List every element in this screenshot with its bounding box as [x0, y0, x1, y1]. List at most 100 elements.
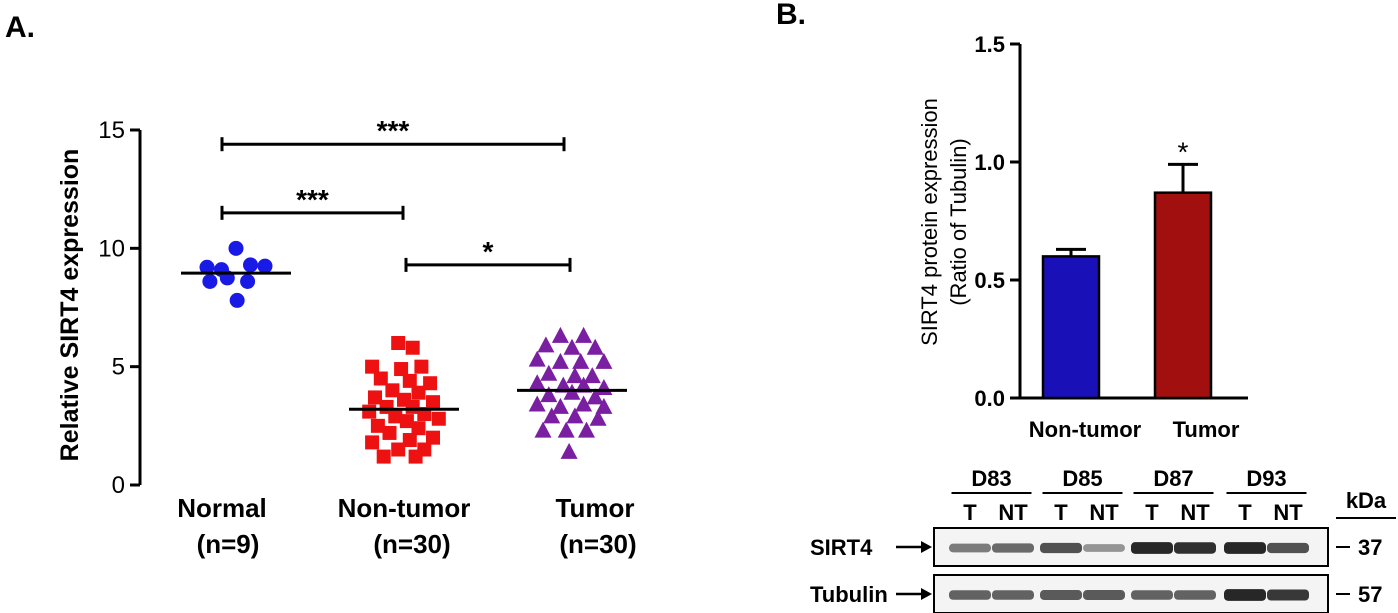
- x-category-label: Tumor: [1173, 417, 1240, 442]
- panel-b-bars: Non-tumor * Tumor: [1029, 136, 1240, 442]
- protein-band: [1040, 590, 1082, 600]
- data-point: [572, 352, 590, 369]
- bar: [1041, 255, 1101, 400]
- data-point: [528, 374, 546, 391]
- panel-a-mean-lines: [181, 271, 627, 411]
- protein-band: [1224, 589, 1266, 601]
- data-point: [257, 258, 273, 274]
- panel-b-label: B.: [776, 0, 806, 31]
- data-point: [589, 409, 607, 426]
- comparison-bracket: ***: [220, 115, 566, 152]
- sample-label: D87: [1153, 466, 1193, 491]
- panel-b: B. SIRT4 protein expression (Ratio of Tu…: [776, 0, 1248, 442]
- data-point: [575, 395, 593, 412]
- blot-row: Tubulin 57: [810, 574, 1382, 613]
- data-point: [426, 430, 440, 445]
- protein-band: [949, 543, 991, 553]
- blot-row-label: Tubulin: [810, 582, 888, 607]
- y-tick-label: 0.5: [974, 268, 1005, 293]
- kda-label: kDa: [1346, 488, 1387, 513]
- data-point: [431, 411, 446, 426]
- protein-band: [949, 590, 991, 600]
- blot-row: SIRT4 37: [810, 527, 1382, 567]
- data-point: [595, 397, 613, 414]
- x-category-label: Non-tumor: [338, 493, 471, 523]
- data-point: [551, 352, 569, 369]
- data-point: [376, 449, 391, 464]
- data-point: [365, 359, 380, 374]
- data-point: [411, 421, 426, 436]
- data-point: [388, 409, 403, 424]
- lane-label: NT: [1180, 500, 1210, 525]
- y-tick-label: 1.0: [974, 150, 1005, 175]
- data-point: [551, 397, 569, 414]
- panel-a-x-labels: Normal (n=9) Non-tumor (n=30) Tumor (n=30): [177, 493, 636, 559]
- data-point: [423, 376, 438, 391]
- data-point: [426, 395, 440, 410]
- lane-label: NT: [1089, 500, 1119, 525]
- y-tick-label: 5: [112, 354, 125, 381]
- lane-label: NT: [998, 500, 1028, 525]
- data-point: [540, 386, 558, 403]
- bar-group: * Tumor: [1153, 136, 1240, 442]
- data-point: [399, 414, 414, 429]
- data-point: [540, 364, 558, 381]
- data-point: [408, 449, 423, 464]
- protein-band: [1083, 544, 1125, 552]
- data-point: [228, 240, 244, 256]
- data-point: [229, 292, 245, 308]
- panel-a-y-ticks: 0 5 10 15: [98, 117, 140, 499]
- data-point: [566, 367, 584, 384]
- x-category-n-label: (n=30): [559, 529, 636, 559]
- y-tick-label: 1.5: [974, 32, 1005, 57]
- panel-b-y-axis-label-line2: (Ratio of Tubulin): [946, 138, 971, 306]
- western-blot: D83 D85 D87 D93 T NT T NT T NT T NT kDa SIRT4 37 Tub…: [810, 466, 1396, 613]
- panel-b-y-ticks: 0.0 0.5 1.0 1.5: [974, 32, 1020, 411]
- significance-label: *: [483, 236, 494, 267]
- data-point: [560, 442, 578, 459]
- comparison-bracket: ***: [220, 184, 405, 220]
- bar-group: Non-tumor: [1029, 247, 1142, 442]
- data-point: [566, 407, 584, 424]
- protein-band: [1267, 589, 1309, 601]
- data-point: [402, 433, 417, 448]
- x-category-label: Normal: [177, 493, 267, 523]
- data-point: [534, 421, 552, 438]
- protein-band: [992, 590, 1034, 600]
- protein-band: [1174, 542, 1216, 554]
- data-point: [362, 404, 377, 419]
- data-point: [382, 425, 397, 440]
- data-point: [202, 273, 218, 289]
- panel-a-y-axis-label: Relative SIRT4 expression: [56, 149, 84, 462]
- data-point: [368, 390, 382, 405]
- data-point: [414, 359, 429, 374]
- comparison-bracket: *: [404, 236, 572, 272]
- data-point: [595, 352, 613, 369]
- data-point: [391, 442, 406, 457]
- y-tick-label: 10: [98, 235, 125, 262]
- blot-rows: SIRT4 37 Tubulin 57: [810, 527, 1382, 613]
- panel-a-label: A.: [5, 11, 35, 44]
- data-point: [537, 336, 555, 353]
- data-point: [373, 371, 388, 386]
- lane-label: NT: [1273, 500, 1303, 525]
- data-point: [243, 257, 258, 273]
- data-point: [528, 395, 546, 412]
- lane-label: T: [963, 500, 977, 525]
- data-point: [554, 376, 572, 393]
- lane-label: T: [1054, 500, 1068, 525]
- sample-label: D93: [1246, 466, 1286, 491]
- sample-label: D85: [1062, 466, 1102, 491]
- y-tick-label: 0.0: [974, 386, 1005, 411]
- bar: [1153, 191, 1213, 400]
- data-point: [405, 340, 420, 355]
- data-point: [586, 338, 604, 355]
- y-tick-label: 0: [112, 472, 125, 499]
- data-point: [586, 388, 604, 405]
- row-arrow-head: [921, 588, 932, 600]
- protein-band: [1040, 542, 1082, 554]
- data-point: [557, 421, 575, 438]
- data-point: [402, 373, 417, 388]
